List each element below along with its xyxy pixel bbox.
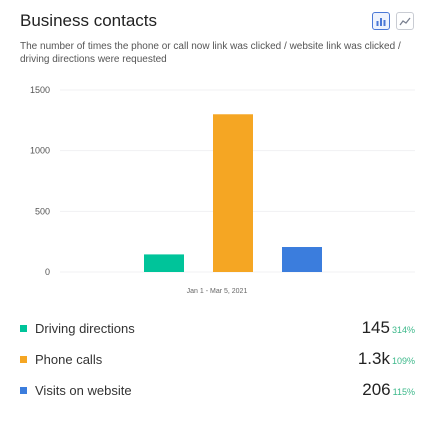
bar-chart-toggle-button[interactable]: [372, 12, 390, 30]
legend-number: 206: [362, 380, 391, 399]
line-chart-icon: [399, 17, 411, 26]
y-tick-label: 1000: [30, 146, 50, 156]
legend-change: 115%: [392, 387, 415, 397]
bar-chart-icon: [376, 18, 386, 26]
legend-value: 206 115%: [362, 380, 415, 400]
line-chart-toggle-button[interactable]: [396, 12, 414, 30]
legend-label: Visits on website: [35, 383, 132, 398]
legend-label: Driving directions: [35, 321, 135, 336]
card-title: Business contacts: [20, 11, 158, 30]
bar-chart: 0 500 1000 1500 Jan 1 - Mar 5, 2021: [30, 85, 415, 295]
chart-type-toggle: [372, 12, 414, 30]
legend-number: 145: [361, 318, 390, 337]
bar-phone-calls[interactable]: [213, 114, 253, 272]
legend-swatch: [20, 325, 27, 332]
bar-visits-on-website[interactable]: [282, 247, 322, 272]
x-axis-label: Jan 1 - Mar 5, 2021: [187, 288, 248, 295]
legend-swatch: [20, 356, 27, 363]
y-tick-label: 1500: [30, 85, 50, 95]
legend-value: 145 314%: [362, 318, 415, 338]
bar-driving-directions[interactable]: [144, 254, 184, 272]
legend-row-visits-on-website: Visits on website 206 115%: [20, 380, 415, 402]
legend-change: 314%: [391, 325, 415, 335]
y-tick-label: 0: [45, 267, 50, 277]
legend-value: 1.3k 109%: [358, 349, 415, 369]
legend-label: Phone calls: [35, 352, 103, 367]
legend-row-phone-calls: Phone calls 1.3k 109%: [20, 349, 415, 371]
y-tick-label: 500: [35, 206, 50, 216]
legend-number: 1.3k: [357, 349, 390, 368]
chart-description: The number of times the phone or call no…: [20, 41, 401, 65]
legend-swatch: [20, 387, 27, 394]
legend-change: 109%: [391, 356, 415, 366]
legend-row-driving-directions: Driving directions 145 314%: [20, 318, 415, 340]
